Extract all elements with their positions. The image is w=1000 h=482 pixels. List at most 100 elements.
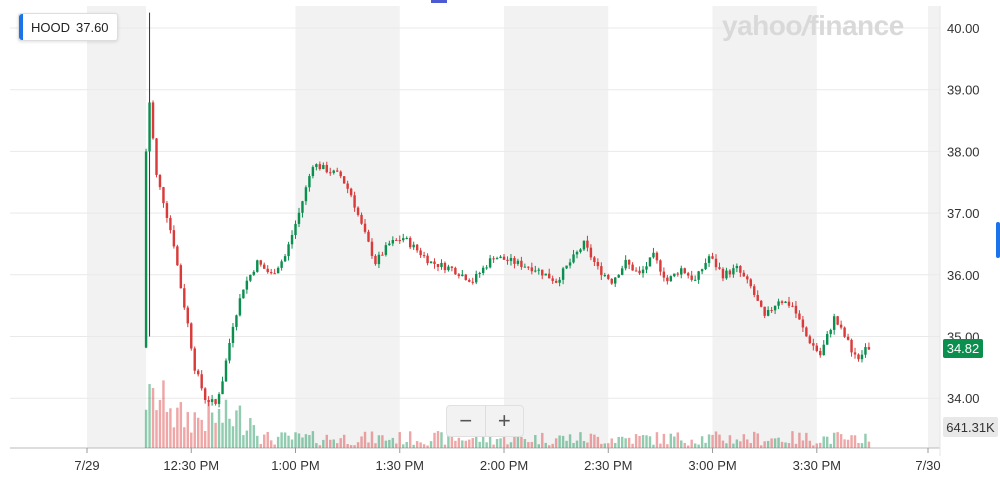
candle-body xyxy=(523,266,527,268)
volume-bar xyxy=(342,434,346,448)
zoom-controls: − + xyxy=(446,405,524,437)
volume-bar xyxy=(742,434,746,448)
volume-bar xyxy=(819,442,822,448)
candle-body xyxy=(221,381,224,395)
volume-bar xyxy=(784,442,787,448)
volume-bar xyxy=(447,431,450,448)
volume-bar xyxy=(353,445,356,448)
candle-body xyxy=(579,249,582,252)
volume-bar xyxy=(405,442,408,448)
candle-body xyxy=(485,267,488,269)
volume-bar xyxy=(607,443,610,448)
volume-bar xyxy=(311,431,315,448)
volume-bar xyxy=(669,433,673,448)
volume-bar xyxy=(200,419,203,448)
candle-body xyxy=(812,343,815,346)
volume-bar xyxy=(826,436,829,448)
candle-body xyxy=(593,257,596,263)
volume-bar xyxy=(565,440,568,448)
candle-body xyxy=(256,260,259,272)
zoom-out-button[interactable]: − xyxy=(447,406,486,436)
volume-bar xyxy=(568,434,572,448)
volume-bar xyxy=(756,433,759,448)
volume-bar xyxy=(186,412,189,448)
volume-bar xyxy=(151,388,155,448)
time-band xyxy=(295,6,400,448)
volume-bar xyxy=(162,380,165,448)
candle-body xyxy=(363,223,367,232)
volume-bar xyxy=(440,432,443,448)
volume-bar xyxy=(683,442,686,448)
volume-bar xyxy=(579,432,582,448)
range-handle-top[interactable] xyxy=(431,0,447,3)
candle-body xyxy=(329,172,332,174)
candle-body xyxy=(252,271,256,275)
candle-body xyxy=(784,301,787,303)
candle-body xyxy=(589,247,593,258)
candle-body xyxy=(822,344,825,356)
volume-bar xyxy=(864,433,867,448)
brand-slash: / xyxy=(801,10,810,41)
candle-body xyxy=(471,281,474,283)
volume-bar xyxy=(370,431,374,448)
candle-body xyxy=(332,170,335,173)
candle-body xyxy=(478,273,481,275)
volume-bar xyxy=(787,442,791,448)
volume-bar xyxy=(832,432,836,448)
candle-body xyxy=(263,264,266,269)
volume-bar xyxy=(485,442,488,448)
volume-bar xyxy=(172,427,176,448)
volume-bar xyxy=(283,432,287,448)
volume-bar xyxy=(481,432,485,448)
candle-body xyxy=(217,394,221,404)
volume-bar xyxy=(791,431,794,448)
volume-bar xyxy=(256,435,259,448)
candle-body xyxy=(846,336,850,340)
candle-body xyxy=(617,274,620,278)
volume-label: 641.31K xyxy=(943,417,998,437)
volume-bar xyxy=(680,440,683,448)
candle-body xyxy=(457,274,461,277)
candle-body xyxy=(794,305,798,314)
candle-body xyxy=(468,279,471,282)
candle-body xyxy=(301,201,304,213)
candle-body xyxy=(447,266,450,271)
volume-bar xyxy=(839,434,843,448)
candle-body xyxy=(304,187,308,202)
candle-body xyxy=(353,195,356,208)
volume-bar xyxy=(454,440,457,448)
volume-bar xyxy=(231,426,235,448)
volume-bar xyxy=(384,440,388,448)
volume-bar xyxy=(495,439,499,448)
volume-bar xyxy=(155,410,158,448)
candle-body xyxy=(742,272,746,277)
candle-body xyxy=(360,214,363,224)
candle-body xyxy=(711,256,714,259)
volume-bar xyxy=(638,435,641,448)
candle-body xyxy=(318,164,322,170)
candle-body xyxy=(158,174,162,188)
candle-body xyxy=(627,259,631,265)
candle-body xyxy=(638,270,641,274)
candle-body xyxy=(419,250,422,256)
volume-bar xyxy=(509,442,513,448)
candle-body xyxy=(805,327,808,337)
volume-bar xyxy=(461,440,464,448)
volume-bar xyxy=(805,432,808,448)
volume-bar xyxy=(513,435,516,448)
volume-bar xyxy=(610,438,613,448)
y-tick-label: 34.00 xyxy=(947,391,980,406)
candle-body xyxy=(735,265,739,269)
candle-body xyxy=(231,326,235,343)
candle-body xyxy=(238,298,242,316)
volume-bar xyxy=(148,384,151,448)
volume-bar xyxy=(815,443,819,448)
candle-body xyxy=(290,235,294,245)
volume-bar xyxy=(217,408,221,448)
y-tick-label: 36.00 xyxy=(947,268,980,283)
volume-bar xyxy=(475,434,478,448)
range-handle-right[interactable] xyxy=(996,222,1000,258)
candle-body xyxy=(322,164,325,170)
zoom-in-button[interactable]: + xyxy=(497,408,511,433)
